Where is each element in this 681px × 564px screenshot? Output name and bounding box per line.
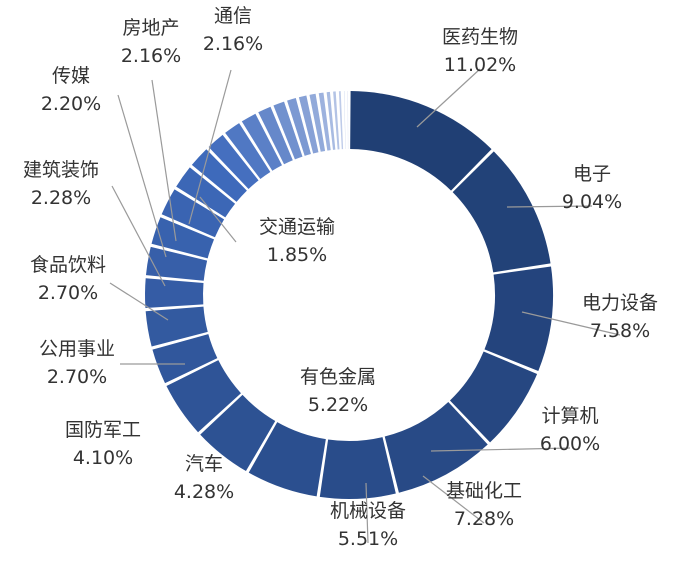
donut-slice xyxy=(225,123,271,179)
leader-line xyxy=(506,205,593,208)
donut-slice xyxy=(287,98,311,156)
leader-line xyxy=(117,94,167,258)
slice-labels: 医药生物 11.02% 电子 9.04% 电力设备 7.58% 计算机 6.00% 基础化工 7.… xyxy=(23,5,658,550)
donut-slice xyxy=(152,334,218,384)
leader-line xyxy=(111,185,166,287)
donut-slice xyxy=(449,351,538,443)
leader-line xyxy=(188,69,232,225)
slice-name-label: 有色金属 xyxy=(300,366,376,388)
leader-line xyxy=(365,482,369,544)
slice-name-label: 公用事业 xyxy=(39,338,115,360)
slice-value-label: 2.28% xyxy=(31,187,91,209)
slice-name-label: 交通运输 xyxy=(259,216,335,238)
leader-line xyxy=(109,282,169,321)
donut-slice xyxy=(200,394,276,472)
donut-slice xyxy=(273,101,303,160)
slice-value-label: 1.85% xyxy=(267,244,327,266)
slice-name-label: 汽车 xyxy=(185,453,223,475)
leader-line xyxy=(422,475,485,524)
donut-slice xyxy=(298,95,319,154)
leader-line xyxy=(199,196,237,243)
slice-value-label: 9.04% xyxy=(562,191,622,213)
donut-slice xyxy=(145,278,204,309)
leader-line xyxy=(416,68,481,128)
donut-slice xyxy=(319,437,396,500)
slice-name-label: 房地产 xyxy=(122,17,179,39)
leader-line xyxy=(521,311,621,336)
donut-slice xyxy=(145,246,208,281)
donut-slice xyxy=(309,93,326,152)
slice-name-label: 通信 xyxy=(214,5,252,27)
slice-name-label: 传媒 xyxy=(52,65,90,87)
donut-slices xyxy=(145,91,554,500)
slice-value-label: 2.20% xyxy=(41,93,101,115)
donut-slice xyxy=(350,91,492,191)
slice-value-label: 6.00% xyxy=(540,433,600,455)
donut-slice xyxy=(176,167,236,218)
slice-name-label: 建筑装饰 xyxy=(23,159,99,181)
donut-slice xyxy=(318,92,331,151)
donut-slice xyxy=(452,151,551,273)
donut-slice xyxy=(258,106,293,165)
donut-slice xyxy=(241,113,283,171)
slice-value-label: 11.02% xyxy=(444,54,516,76)
leader-line xyxy=(151,79,177,242)
donut-slice xyxy=(166,360,241,433)
slice-value-label: 2.70% xyxy=(47,366,107,388)
donut-slice xyxy=(343,91,346,150)
donut-slice xyxy=(347,91,349,149)
leader-lines xyxy=(109,68,621,544)
donut-slice xyxy=(161,189,225,238)
slice-name-label: 电子 xyxy=(573,163,611,185)
leader-line xyxy=(430,447,571,452)
donut-slice xyxy=(333,91,340,150)
slice-value-label: 7.58% xyxy=(590,320,650,342)
slice-value-label: 2.16% xyxy=(121,45,181,67)
slice-value-label: 5.22% xyxy=(308,394,368,416)
slice-value-label: 7.28% xyxy=(454,508,514,530)
slice-name-label: 计算机 xyxy=(541,405,598,427)
slice-name-label: 基础化工 xyxy=(446,480,522,502)
slice-name-label: 医药生物 xyxy=(442,26,518,48)
slice-name-label: 国防军工 xyxy=(65,419,141,441)
slice-value-label: 2.16% xyxy=(203,33,263,55)
slice-name-label: 电力设备 xyxy=(582,292,658,314)
donut-slice xyxy=(338,91,344,150)
donut-slice xyxy=(145,306,208,347)
slice-value-label: 4.10% xyxy=(73,447,133,469)
donut-slice xyxy=(151,217,215,259)
slice-value-label: 4.28% xyxy=(174,481,234,503)
donut-slice xyxy=(248,422,326,497)
slice-value-label: 5.51% xyxy=(338,528,398,550)
donut-slice xyxy=(326,91,336,150)
slice-name-label: 食品饮料 xyxy=(30,254,106,276)
donut-slice xyxy=(208,134,259,190)
slice-value-label: 2.70% xyxy=(38,282,98,304)
donut-slice xyxy=(384,402,488,493)
donut-slice xyxy=(484,266,554,371)
slice-name-label: 机械设备 xyxy=(330,500,406,522)
